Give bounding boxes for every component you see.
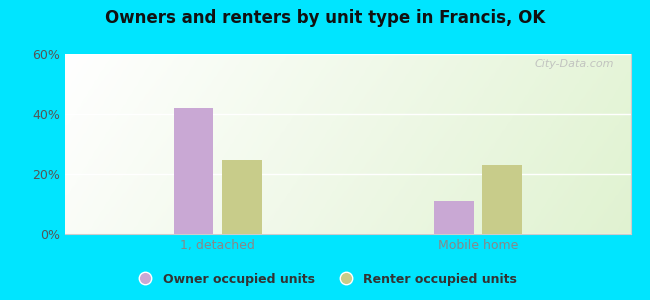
Legend: Owner occupied units, Renter occupied units: Owner occupied units, Renter occupied un…	[127, 268, 523, 291]
Bar	[434, 201, 474, 234]
Text: City-Data.com: City-Data.com	[534, 59, 614, 69]
Bar	[482, 165, 522, 234]
Bar	[174, 108, 213, 234]
Text: Owners and renters by unit type in Francis, OK: Owners and renters by unit type in Franc…	[105, 9, 545, 27]
Bar	[222, 160, 261, 234]
